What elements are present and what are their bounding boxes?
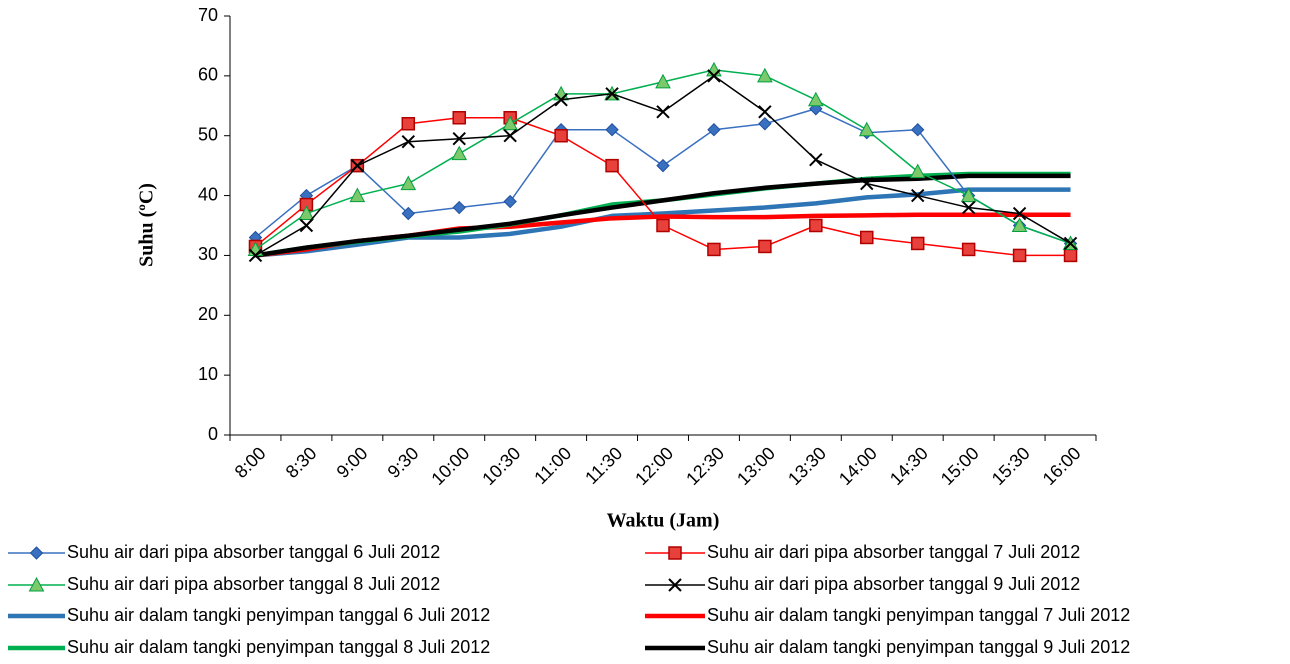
y-tick-label: 20 — [198, 304, 218, 324]
data-point — [400, 175, 417, 191]
data-point — [656, 218, 670, 233]
data-point — [298, 205, 315, 221]
data-point — [860, 230, 874, 245]
y-tick-label: 40 — [198, 184, 218, 204]
x-tick-label: 10:00 — [427, 443, 473, 489]
data-point — [961, 200, 976, 215]
data-point — [910, 123, 925, 137]
x-tick-label: 9:00 — [333, 443, 372, 482]
data-point — [401, 116, 416, 131]
x-tick-label: 13:30 — [784, 443, 830, 489]
data-point — [1063, 248, 1078, 263]
data-point — [350, 158, 365, 173]
data-point — [349, 187, 366, 203]
data-point — [910, 236, 925, 251]
x-axis-title: Waktu (Jam) — [607, 510, 720, 532]
x-tick-label: 8:30 — [282, 443, 321, 482]
y-axis-title: Suhu (ºC) — [136, 183, 158, 267]
data-point — [503, 194, 517, 209]
legend-label: Suhu air dalam tangki penyimpan tanggal … — [67, 605, 490, 625]
legend-marker — [28, 576, 45, 592]
data-point — [860, 176, 874, 191]
data-point — [554, 128, 568, 143]
x-tick-label: 14:00 — [835, 443, 881, 489]
data-point — [605, 87, 619, 101]
legend-label: Suhu air dari pipa absorber tanggal 8 Ju… — [67, 574, 440, 594]
data-point — [858, 121, 875, 137]
y-tick-label: 50 — [198, 124, 218, 144]
legend-marker — [668, 578, 682, 592]
data-point — [809, 152, 823, 167]
x-tick-label: 11:00 — [530, 443, 575, 488]
data-point — [452, 131, 466, 146]
data-point — [758, 239, 772, 254]
data-point — [1012, 206, 1027, 221]
data-point — [1011, 217, 1028, 232]
data-point — [554, 93, 568, 107]
data-point — [451, 145, 468, 161]
x-tick-label: 9:30 — [384, 443, 423, 482]
y-tick-label: 60 — [198, 65, 218, 85]
data-point — [656, 105, 670, 119]
legend-label: Suhu air dari pipa absorber tanggal 9 Ju… — [707, 574, 1080, 594]
y-tick-label: 10 — [198, 364, 218, 384]
x-tick-label: 11:30 — [581, 443, 626, 488]
x-tick-label: 15:30 — [988, 443, 1034, 489]
data-point — [1063, 236, 1078, 251]
data-point — [909, 163, 926, 179]
data-point — [960, 187, 977, 203]
legend-label: Suhu air dari pipa absorber tanggal 6 Ju… — [67, 542, 440, 562]
data-point — [248, 248, 263, 263]
legend-marker — [668, 546, 682, 560]
data-point — [502, 115, 519, 131]
data-point — [758, 105, 772, 119]
data-point — [503, 129, 517, 143]
series-line — [255, 173, 1071, 258]
data-point — [655, 73, 671, 89]
legend-label: Suhu air dari pipa absorber tanggal 7 Ju… — [707, 542, 1080, 562]
data-point — [707, 242, 721, 257]
data-point — [910, 188, 925, 203]
legend-marker — [29, 546, 44, 560]
data-point — [299, 218, 314, 233]
data-point — [807, 91, 824, 107]
data-point — [656, 158, 670, 173]
data-point — [757, 67, 773, 83]
data-point — [605, 123, 619, 137]
data-point — [605, 158, 619, 173]
y-tick-label: 30 — [198, 244, 218, 264]
x-tick-label: 13:00 — [733, 443, 779, 489]
y-tick-label: 0 — [208, 424, 218, 444]
x-tick-label: 12:00 — [631, 443, 677, 489]
data-point — [809, 218, 823, 233]
data-point — [401, 206, 416, 221]
y-tick-label: 70 — [198, 5, 218, 25]
x-tick-label: 8:00 — [231, 443, 270, 482]
x-tick-label: 14:30 — [886, 443, 932, 489]
x-tick-label: 16:00 — [1039, 443, 1085, 489]
x-tick-label: 15:00 — [937, 443, 983, 489]
data-point — [1012, 248, 1027, 263]
data-point — [401, 134, 416, 149]
data-point — [452, 200, 466, 215]
legend-label: Suhu air dalam tangki penyimpan tanggal … — [707, 605, 1130, 625]
x-tick-label: 10:30 — [478, 443, 524, 489]
legend-label: Suhu air dalam tangki penyimpan tanggal … — [67, 637, 490, 657]
data-point — [452, 111, 466, 125]
data-point — [707, 69, 721, 83]
x-tick-label: 12:30 — [682, 443, 728, 489]
data-point — [758, 117, 772, 131]
data-point — [961, 242, 976, 257]
legend-label: Suhu air dalam tangki penyimpan tanggal … — [707, 637, 1130, 657]
data-point — [707, 123, 721, 137]
data-point — [706, 61, 722, 77]
